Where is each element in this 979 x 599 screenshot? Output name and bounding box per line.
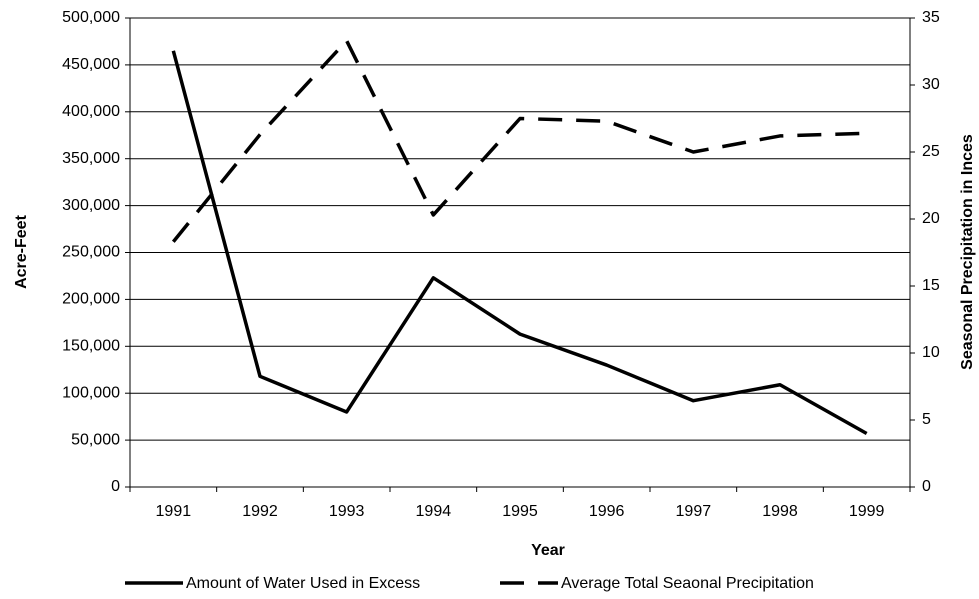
y-tick-label: 450,000 [62,56,120,73]
y-tick-label: 150,000 [62,338,120,355]
y2-axis-label: Seasonal Precipitation in Inces [959,134,976,370]
y2-tick-label: 35 [922,9,940,26]
y-tick-label: 300,000 [62,197,120,214]
y-tick-label: 200,000 [62,291,120,308]
y-axis-label: Acre-Feet [13,214,30,288]
x-tick-label: 1996 [589,503,625,520]
legend-label: Amount of Water Used in Excess [186,575,420,592]
y2-tick-label: 20 [922,210,940,227]
x-tick-label: 1993 [329,503,365,520]
x-tick-label: 1999 [849,503,885,520]
y-tick-label: 100,000 [62,384,120,401]
x-tick-label: 1998 [762,503,798,520]
x-tick-label: 1994 [416,503,452,520]
x-tick-label: 1992 [242,503,278,520]
series-line [171,50,868,436]
y2-tick-label: 10 [922,344,940,361]
y-tick-label: 350,000 [62,150,120,167]
x-tick-label: 1991 [156,503,192,520]
series-line [171,39,867,243]
y2-tick-label: 15 [922,277,940,294]
y-tick-label: 400,000 [62,103,120,120]
y2-tick-label: 0 [922,478,931,495]
y-tick-label: 250,000 [62,244,120,261]
y2-tick-label: 5 [922,411,931,428]
x-tick-label: 1997 [676,503,712,520]
y-tick-label: 500,000 [62,9,120,26]
y2-tick-label: 30 [922,76,940,93]
x-axis-label: Year [531,542,565,559]
x-tick-label: 1995 [502,503,538,520]
y2-tick-label: 25 [922,143,940,160]
y-tick-label: 50,000 [71,431,120,448]
legend-label: Average Total Seaonal Precipitation [561,575,814,592]
y-tick-label: 0 [111,478,120,495]
